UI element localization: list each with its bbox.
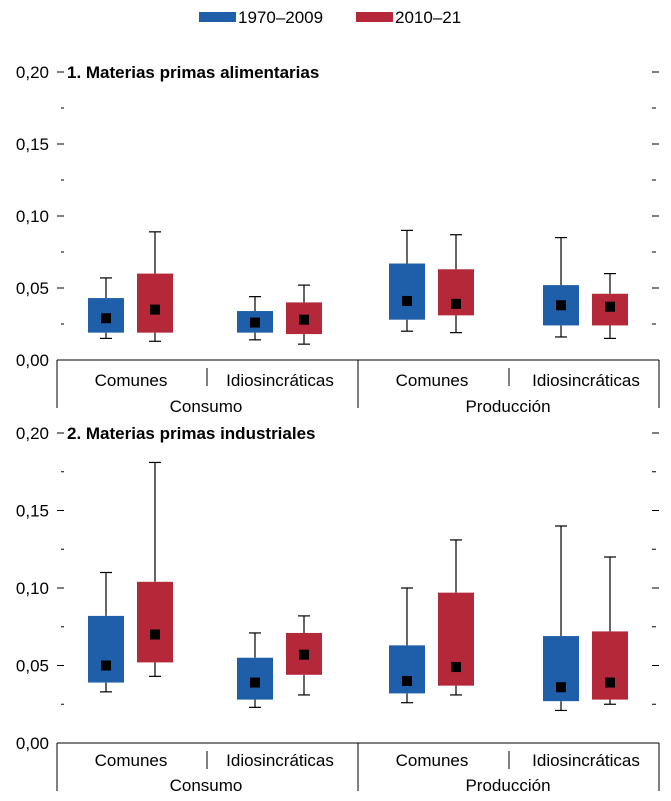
legend-label-1: 1970–2009 bbox=[238, 8, 323, 27]
group-label-1-2: Producción bbox=[465, 397, 550, 416]
box-1-2-1 bbox=[137, 273, 173, 333]
legend-swatch-1 bbox=[199, 12, 236, 22]
y-tick-label-1-0: 0,00 bbox=[16, 351, 49, 370]
legend-label-2: 2010–21 bbox=[395, 8, 461, 27]
category-label-2-2: Idiosincráticas bbox=[226, 751, 334, 770]
box-2-2-4 bbox=[592, 631, 628, 700]
y-tick-label-1-1: 0,05 bbox=[16, 279, 49, 298]
median-marker-1-1-2 bbox=[250, 317, 260, 328]
panel-title-2: 2. Materias primas industriales bbox=[67, 424, 316, 443]
median-marker-1-1-4 bbox=[556, 300, 566, 311]
category-label-2-1: Comunes bbox=[95, 751, 168, 770]
median-marker-1-2-3 bbox=[451, 298, 461, 309]
median-marker-1-2-2 bbox=[299, 314, 309, 325]
median-marker-1-1-1 bbox=[101, 313, 111, 324]
y-tick-label-1-3: 0,15 bbox=[16, 135, 49, 154]
group-label-2-2: Producción bbox=[465, 776, 550, 795]
box-2-2-1 bbox=[137, 581, 173, 663]
median-marker-2-2-3 bbox=[451, 662, 461, 673]
panel-title-1: 1. Materias primas alimentarias bbox=[67, 63, 319, 82]
median-marker-2-2-2 bbox=[299, 649, 309, 660]
y-tick-label-1-4: 0,20 bbox=[16, 63, 49, 82]
median-marker-1-2-1 bbox=[150, 304, 160, 315]
category-label-1-3: Comunes bbox=[396, 371, 469, 390]
median-marker-1-2-4 bbox=[605, 301, 615, 312]
median-marker-2-2-1 bbox=[150, 629, 160, 640]
box-2-1-1 bbox=[88, 615, 124, 683]
median-marker-2-1-2 bbox=[250, 677, 260, 688]
y-tick-label-2-3: 0,15 bbox=[16, 502, 49, 521]
group-label-1-1: Consumo bbox=[170, 397, 243, 416]
legend-swatch-2 bbox=[356, 12, 393, 22]
group-label-2-1: Consumo bbox=[170, 776, 243, 795]
median-marker-2-1-4 bbox=[556, 682, 566, 693]
category-label-2-3: Comunes bbox=[396, 751, 469, 770]
median-marker-1-1-3 bbox=[402, 295, 412, 306]
median-marker-2-1-1 bbox=[101, 660, 111, 671]
y-tick-label-2-0: 0,00 bbox=[16, 734, 49, 753]
y-tick-label-2-4: 0,20 bbox=[16, 424, 49, 443]
category-label-1-2: Idiosincráticas bbox=[226, 371, 334, 390]
median-marker-2-2-4 bbox=[605, 677, 615, 688]
y-tick-label-2-1: 0,05 bbox=[16, 657, 49, 676]
category-label-2-4: Idiosincráticas bbox=[532, 751, 640, 770]
category-label-1-1: Comunes bbox=[95, 371, 168, 390]
category-label-1-4: Idiosincráticas bbox=[532, 371, 640, 390]
y-tick-label-1-2: 0,10 bbox=[16, 207, 49, 226]
box-2-1-3 bbox=[389, 645, 425, 694]
y-tick-label-2-2: 0,10 bbox=[16, 579, 49, 598]
box-1-1-3 bbox=[389, 263, 425, 320]
median-marker-2-1-3 bbox=[402, 676, 412, 686]
